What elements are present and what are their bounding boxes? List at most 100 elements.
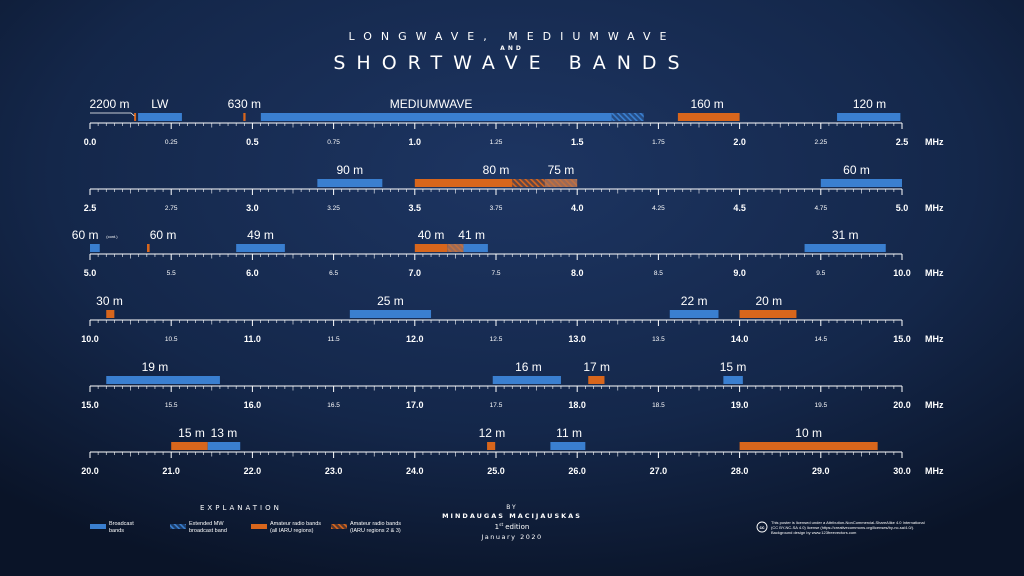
tick-label-minor: 9.5 — [816, 270, 825, 277]
tick-label-minor: 15.5 — [165, 402, 178, 409]
band-bar-broadcast — [90, 244, 100, 252]
band-bar-broadcast — [820, 179, 902, 187]
credit-author: MINDAUGAS MACIJAUSKAS — [442, 512, 582, 520]
legend-label: (IARU regions 2 & 3) — [350, 528, 401, 534]
band-bar-broadcast — [349, 310, 432, 318]
band-label: 17 m — [583, 360, 610, 374]
tick-label-minor: 6.5 — [329, 270, 338, 277]
tick-label: 0.5 — [246, 137, 259, 147]
band-label: 16 m — [515, 360, 542, 374]
tick-label: 5.0 — [84, 268, 97, 278]
band-row: 60 m 60 m 49 m 40 m 41 m 31 m (cont.) 5.0 6.0 7.0… — [72, 228, 944, 278]
tick-label: 4.0 — [571, 203, 584, 213]
cc-badge-text: cc — [759, 525, 765, 530]
unit-label: MHz — [925, 334, 944, 344]
tick-label-minor: 1.75 — [652, 139, 665, 146]
tick-label-minor: 0.75 — [327, 139, 340, 146]
legend-swatch-broadcast — [90, 524, 106, 529]
band-row: 30 m 25 m 22 m 20 m 10.0 11.0 12.0 13.0 14.0 15.0… — [81, 294, 944, 344]
legend-label: Amateur radio bands — [270, 521, 321, 527]
tick-label-minor: 1.25 — [490, 139, 503, 146]
tick-label: 28.0 — [731, 466, 749, 476]
band-label: 25 m — [377, 294, 404, 308]
band-label: 120 m — [853, 97, 886, 111]
band-label: 31 m — [832, 228, 859, 242]
tick-label: 2.5 — [896, 137, 909, 147]
legend-label: bands — [109, 528, 124, 534]
tick-label: 17.0 — [406, 400, 424, 410]
tick-label: 9.0 — [733, 268, 746, 278]
band-bar-broadcast — [804, 244, 886, 252]
band-label: LW — [151, 97, 169, 111]
band-bar-broadcast — [106, 376, 220, 384]
unit-label: MHz — [925, 137, 944, 147]
band-label: 15 m — [178, 426, 205, 440]
band-label: 60 m — [72, 228, 99, 242]
license-line-2: (CC BY-NC-SA 4.0) license (https://creat… — [771, 525, 914, 530]
band-bar-amateur — [106, 310, 115, 318]
band-label: 22 m — [681, 294, 708, 308]
band-rows: 2200 m LW 630 m MEDIUMWAVE 160 m 120 m 0.0 0.5 1… — [72, 97, 944, 476]
band-bar-broadcast — [550, 442, 586, 450]
tick-label: 20.0 — [893, 400, 911, 410]
band-bar-broadcast — [236, 244, 285, 252]
band-bar-broadcast — [723, 376, 743, 384]
band-bar-mixed — [447, 244, 464, 252]
band-label: 13 m — [211, 426, 238, 440]
band-label: 19 m — [142, 360, 169, 374]
legend-label: Amateur radio bands — [350, 521, 401, 527]
tick-label: 25.0 — [487, 466, 505, 476]
tick-label: 24.0 — [406, 466, 424, 476]
band-label: 11 m — [556, 426, 582, 440]
title-line-2: AND — [500, 45, 524, 52]
tick-label-minor: 0.25 — [165, 139, 178, 146]
legend-label: Extended MW — [189, 521, 224, 527]
tick-label: 13.0 — [568, 334, 586, 344]
band-bar-amateur — [414, 244, 448, 252]
explanation-heading: EXPLANATION — [200, 504, 282, 512]
unit-label: MHz — [925, 400, 944, 410]
band-bar-broadcast — [492, 376, 561, 384]
tick-label-minor: 3.25 — [327, 205, 340, 212]
band-label: 60 m — [150, 228, 177, 242]
tick-label: 30.0 — [893, 466, 911, 476]
license-block: cc This poster is licensed under a Attri… — [756, 520, 925, 535]
credit-date: January 2020 — [480, 533, 542, 541]
tick-label-minor: 4.25 — [652, 205, 665, 212]
band-label: 630 m — [228, 97, 261, 111]
band-row: 19 m 16 m 17 m 15 m 15.0 16.0 17.0 18.0 19.0 20.0… — [81, 360, 944, 410]
band-bar-broadcast — [260, 113, 612, 121]
tick-label-minor: 8.5 — [654, 270, 663, 277]
band-bar-mixed — [544, 179, 578, 187]
tick-label: 1.5 — [571, 137, 584, 147]
legend-swatch-amateur — [251, 524, 267, 529]
tick-label-minor: 17.5 — [490, 402, 503, 409]
legend-amateur-regions-2-3: Amateur radio bands (IARU regions 2 & 3) — [331, 521, 401, 534]
tick-label: 12.0 — [406, 334, 424, 344]
band-bar-broadcast — [317, 179, 383, 187]
tick-label-minor: 3.75 — [490, 205, 503, 212]
tick-label: 29.0 — [812, 466, 830, 476]
band-label: 10 m — [795, 426, 822, 440]
tick-label: 2.0 — [733, 137, 746, 147]
band-bar-amateur — [588, 376, 605, 384]
tick-label: 6.0 — [246, 268, 259, 278]
band-bar-amateur — [739, 310, 797, 318]
band-label: 60 m — [843, 163, 870, 177]
tick-label: 19.0 — [731, 400, 749, 410]
license-line-3: Background design by www.123freevectors.… — [771, 530, 857, 535]
tick-label: 0.0 — [84, 137, 97, 147]
tick-label: 8.0 — [571, 268, 584, 278]
band-label: 75 m — [548, 163, 575, 177]
unit-label: MHz — [925, 466, 944, 476]
page-title: SHORTWAVE BANDS — [333, 52, 690, 74]
band-bar-amateur — [134, 113, 137, 121]
band-label: 15 m — [720, 360, 747, 374]
band-label: 20 m — [755, 294, 782, 308]
tick-label-minor: 11.5 — [328, 336, 341, 343]
band-bar-broadcast — [669, 310, 719, 318]
band-label-note: (cont.) — [106, 234, 118, 239]
tick-label: 23.0 — [325, 466, 343, 476]
tick-label: 10.0 — [81, 334, 99, 344]
tick-label-minor: 18.5 — [652, 402, 665, 409]
